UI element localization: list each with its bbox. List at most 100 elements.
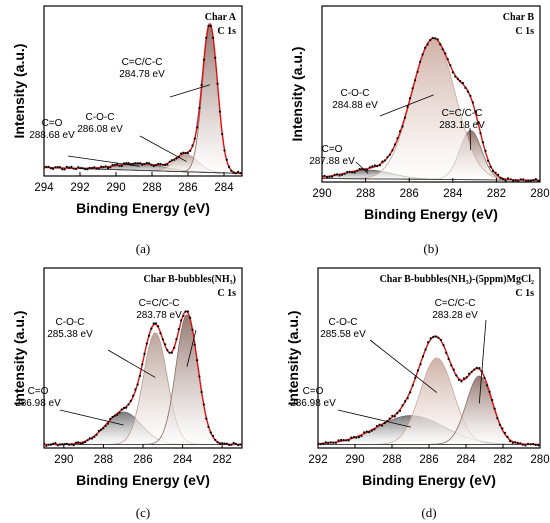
peak-label-value: 286.98 eV [290, 398, 336, 409]
data-point [334, 441, 337, 444]
data-point [102, 165, 105, 169]
data-point [104, 424, 107, 427]
plot-frame [321, 5, 541, 183]
data-point [239, 443, 242, 446]
peak-label: C=C/C-C [442, 108, 483, 119]
data-point [138, 162, 142, 165]
data-point [532, 179, 535, 182]
data-point [170, 159, 173, 162]
data-point [388, 153, 391, 156]
data-point [81, 442, 84, 445]
x-tick-label: 288 [94, 454, 113, 466]
data-point [452, 368, 455, 371]
data-point [72, 167, 75, 170]
peak-label: C-O-C [56, 317, 85, 328]
data-point [519, 442, 522, 445]
data-point [416, 70, 419, 73]
data-point [132, 162, 135, 165]
data-point [116, 413, 119, 416]
data-point [414, 79, 417, 82]
data-point [159, 332, 162, 335]
x-tick-label: 286 [419, 454, 438, 466]
chart-title: Char B-bubbles(NH₃)-(5ppm)MgCl₂ [380, 274, 534, 285]
peak-c-o-c [318, 357, 540, 445]
data-point [375, 424, 378, 428]
data-point [225, 158, 228, 161]
data-point [376, 164, 379, 168]
data-point [345, 439, 348, 442]
data-point [329, 441, 332, 444]
data-point [322, 442, 325, 445]
data-point [164, 164, 167, 167]
data-point [460, 380, 463, 383]
data-point [61, 168, 64, 171]
data-point [383, 422, 386, 425]
y-axis-title: Intensity (a.u.) [11, 311, 27, 406]
data-point [449, 64, 452, 67]
data-point [54, 442, 57, 445]
data-point [77, 166, 80, 169]
data-point [353, 171, 356, 174]
data-point [65, 165, 68, 168]
data-point [102, 427, 105, 430]
x-tick-label: 284 [214, 182, 234, 194]
data-point [474, 110, 477, 113]
data-point [451, 71, 454, 74]
data-point [411, 87, 414, 90]
chart-title: Char A [205, 12, 237, 23]
data-point [396, 137, 399, 140]
data-point [373, 164, 376, 167]
data-point [507, 177, 510, 180]
data-point [205, 36, 208, 39]
x-tick-label: 282 [493, 454, 512, 466]
data-point [378, 164, 381, 167]
data-point [77, 441, 80, 444]
data-point [104, 165, 107, 168]
data-point [122, 406, 126, 409]
data-point [175, 157, 178, 160]
data-point [63, 168, 66, 171]
x-tick-label: 286 [400, 188, 419, 200]
data-point [493, 407, 496, 410]
data-point [214, 56, 217, 59]
data-point [388, 417, 391, 420]
data-point [61, 443, 64, 446]
data-point [168, 351, 171, 354]
data-point [470, 370, 473, 373]
peak-label: C=O [322, 144, 343, 155]
peak-label: C-O-C [329, 317, 358, 328]
data-point [209, 431, 212, 434]
data-point [214, 438, 217, 441]
data-point [365, 430, 368, 433]
data-point [68, 166, 71, 169]
peak-label: C=C/C-C [122, 57, 163, 68]
data-point [212, 36, 215, 39]
data-point [322, 175, 324, 178]
data-point [486, 159, 490, 162]
data-point [391, 414, 394, 417]
annotation-leader [67, 155, 140, 167]
data-point [52, 442, 55, 445]
data-point [366, 169, 369, 172]
data-point [141, 163, 144, 166]
x-tick-label: 280 [530, 454, 549, 466]
data-point [370, 429, 373, 432]
data-point [152, 322, 155, 325]
data-point [65, 442, 68, 445]
data-point [138, 374, 142, 377]
data-point [450, 364, 453, 367]
data-point [524, 180, 527, 182]
y-axis-title: Intensity (a.u.) [289, 47, 305, 142]
data-point [111, 163, 114, 167]
data-point [352, 436, 355, 439]
data-point [524, 444, 527, 447]
data-point [527, 179, 530, 182]
data-point [398, 409, 402, 412]
data-point [184, 152, 187, 155]
data-point [340, 438, 343, 442]
data-point [173, 158, 176, 161]
data-point [216, 82, 219, 85]
data-point [424, 348, 427, 351]
data-point [444, 52, 447, 55]
data-point [534, 178, 537, 181]
